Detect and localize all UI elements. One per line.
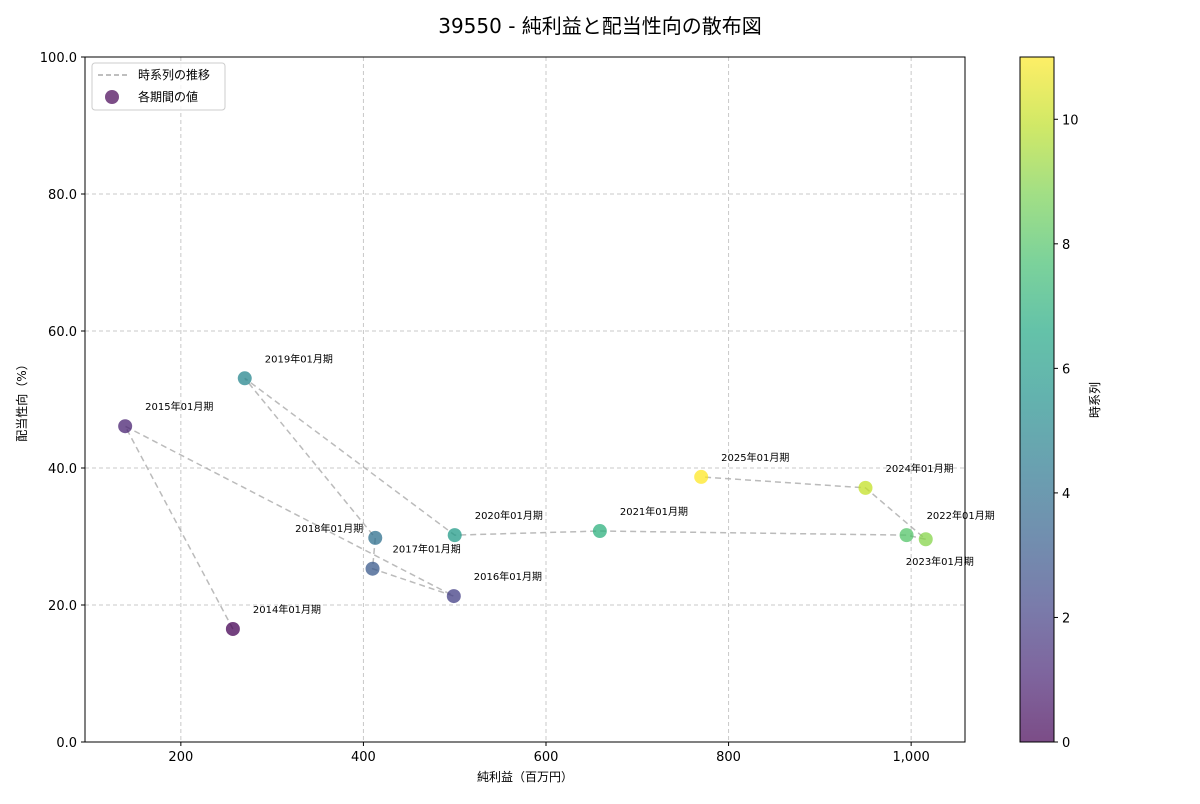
colorbar-tick-label: 10	[1062, 113, 1079, 128]
data-point	[694, 469, 709, 484]
y-tick-label: 80.0	[48, 188, 77, 203]
colorbar-tick-label: 0	[1062, 736, 1070, 751]
point-label: 2018年01月期	[295, 522, 363, 535]
colorbar-tick-label: 4	[1062, 487, 1070, 502]
data-point	[237, 371, 252, 386]
y-tick-label: 20.0	[48, 599, 77, 614]
point-label: 2024年01月期	[885, 462, 953, 475]
colorbar-tick-label: 8	[1062, 238, 1070, 253]
point-label: 2015年01月期	[145, 400, 213, 413]
data-point	[225, 621, 240, 636]
x-tick-label: 400	[351, 750, 376, 765]
y-tick-label: 40.0	[48, 462, 77, 477]
point-label: 2021年01月期	[620, 505, 688, 518]
colorbar-tick-label: 6	[1062, 362, 1070, 377]
y-tick-label: 60.0	[48, 325, 77, 340]
x-tick-label: 800	[716, 750, 741, 765]
data-point	[918, 532, 933, 547]
legend: 時系列の推移 各期間の値	[91, 62, 226, 111]
trend-line	[123, 377, 927, 630]
colorbar	[1019, 56, 1055, 743]
data-point	[858, 480, 873, 495]
legend-marker-swatch	[105, 90, 119, 104]
point-label: 2019年01月期	[265, 352, 333, 365]
legend-entry-values: 各期間の値	[138, 89, 198, 104]
colorbar-tick-label: 2	[1062, 611, 1070, 626]
data-point	[899, 528, 914, 543]
colorbar-label: 時系列	[1088, 382, 1102, 418]
point-label: 2014年01月期	[253, 603, 321, 616]
data-point	[446, 589, 461, 604]
point-label: 2020年01月期	[475, 509, 543, 522]
data-point	[365, 561, 380, 576]
point-label: 2016年01月期	[474, 570, 542, 583]
legend-entry-trend: 時系列の推移	[138, 68, 210, 82]
plot-frame	[84, 56, 966, 743]
point-label: 2022年01月期	[927, 509, 995, 522]
x-tick-label: 1,000	[893, 750, 930, 765]
x-tick-label: 600	[534, 750, 559, 765]
data-point	[118, 419, 133, 434]
x-axis-label: 純利益（百万円）	[477, 770, 573, 784]
y-axis-label: 配当性向（%）	[14, 358, 29, 441]
y-tick-label: 0.0	[56, 736, 77, 751]
data-point	[447, 528, 462, 543]
point-label: 2017年01月期	[393, 543, 461, 556]
chart-title: 39550 - 純利益と配当性向の散布図	[438, 14, 762, 38]
data-point	[592, 524, 607, 539]
x-tick-label: 200	[168, 750, 193, 765]
data-point	[368, 530, 383, 545]
point-label: 2023年01月期	[906, 555, 974, 568]
point-label: 2025年01月期	[721, 451, 789, 464]
y-tick-label: 100.0	[40, 51, 77, 66]
